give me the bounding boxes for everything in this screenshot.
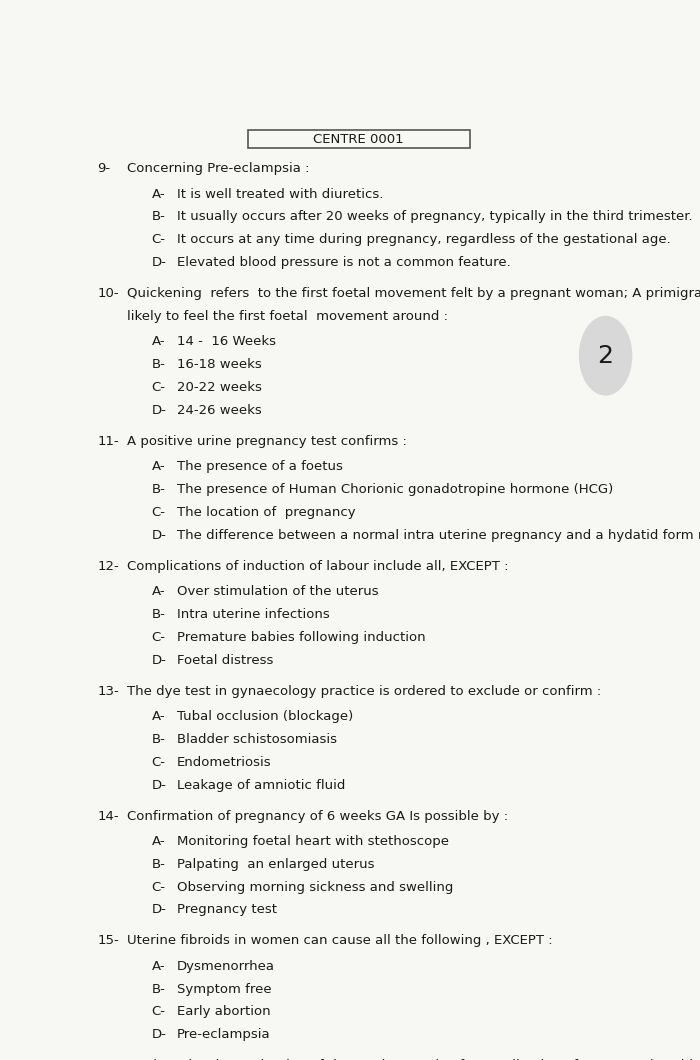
Text: A-: A- <box>151 460 165 473</box>
Text: B-: B- <box>151 732 165 746</box>
Text: A positive urine pregnancy test confirms :: A positive urine pregnancy test confirms… <box>127 435 407 448</box>
Text: D-: D- <box>151 1028 167 1041</box>
Text: 2: 2 <box>598 343 614 368</box>
Text: D-: D- <box>151 404 167 417</box>
Text: B-: B- <box>151 211 165 224</box>
Text: It is well treated with diuretics.: It is well treated with diuretics. <box>177 188 384 200</box>
Text: Endometriosis: Endometriosis <box>177 756 272 768</box>
Text: 10-: 10- <box>97 287 119 300</box>
Text: Symptom free: Symptom free <box>177 983 272 995</box>
Text: 11-: 11- <box>97 435 119 448</box>
Text: C-: C- <box>151 381 165 394</box>
Text: C-: C- <box>151 233 165 246</box>
Text: Elevated blood pressure is not a common feature.: Elevated blood pressure is not a common … <box>177 257 511 269</box>
Text: 15-: 15- <box>97 935 119 948</box>
Text: Pre-eclampsia: Pre-eclampsia <box>177 1028 271 1041</box>
Text: Confirmation of pregnancy of 6 weeks GA Is possible by :: Confirmation of pregnancy of 6 weeks GA … <box>127 810 508 823</box>
Text: 9-: 9- <box>97 162 111 175</box>
Text: C-: C- <box>151 506 165 519</box>
Text: A-: A- <box>151 835 165 848</box>
Text: D-: D- <box>151 903 167 917</box>
Text: Leakage of amniotic fluid: Leakage of amniotic fluid <box>177 778 345 792</box>
Text: 14-: 14- <box>97 810 119 823</box>
Text: Quickening  refers  to the first foetal movement felt by a pregnant woman; A pri: Quickening refers to the first foetal mo… <box>127 287 700 300</box>
Text: C-: C- <box>151 631 165 643</box>
Text: Dysmenorrhea: Dysmenorrhea <box>177 959 275 973</box>
Text: B-: B- <box>151 983 165 995</box>
Text: Complications of induction of labour include all, EXCEPT :: Complications of induction of labour inc… <box>127 560 508 572</box>
Text: The presence of a foetus: The presence of a foetus <box>177 460 343 473</box>
Text: D-: D- <box>151 529 167 542</box>
Text: Intra uterine infections: Intra uterine infections <box>177 608 330 621</box>
Text: A-: A- <box>151 959 165 973</box>
Text: C-: C- <box>151 881 165 894</box>
Text: C-: C- <box>151 1006 165 1019</box>
Text: The presence of Human Chorionic gonadotropine hormone (HCG): The presence of Human Chorionic gonadotr… <box>177 483 613 496</box>
Text: likely to feel the first foetal  movement around :: likely to feel the first foetal movement… <box>127 310 447 323</box>
Text: Observing morning sickness and swelling: Observing morning sickness and swelling <box>177 881 454 894</box>
Text: 12-: 12- <box>97 560 119 572</box>
Text: B-: B- <box>151 858 165 870</box>
Text: Early abortion: Early abortion <box>177 1006 271 1019</box>
Text: 14 -  16 Weeks: 14 - 16 Weeks <box>177 335 276 349</box>
Text: CENTRE 0001: CENTRE 0001 <box>314 132 404 146</box>
Text: B-: B- <box>151 358 165 371</box>
Text: Palpating  an enlarged uterus: Palpating an enlarged uterus <box>177 858 374 870</box>
Text: Premature babies following induction: Premature babies following induction <box>177 631 426 643</box>
Text: The difference between a normal intra uterine pregnancy and a hydatid form mole.: The difference between a normal intra ut… <box>177 529 700 542</box>
Text: D-: D- <box>151 778 167 792</box>
Text: Bladder schistosomiasis: Bladder schistosomiasis <box>177 732 337 746</box>
Text: A-: A- <box>151 585 165 598</box>
Text: B-: B- <box>151 483 165 496</box>
Text: A-: A- <box>151 710 165 723</box>
Text: 24-26 weeks: 24-26 weeks <box>177 404 262 417</box>
Text: 16-18 weeks: 16-18 weeks <box>177 358 262 371</box>
Circle shape <box>580 317 631 395</box>
Text: The location of  pregnancy: The location of pregnancy <box>177 506 356 519</box>
Text: B-: B- <box>151 608 165 621</box>
Text: Uterine fibroids in women can cause all the following , EXCEPT :: Uterine fibroids in women can cause all … <box>127 935 552 948</box>
Bar <box>248 130 470 148</box>
Text: The dye test in gynaecology practice is ordered to exclude or confirm :: The dye test in gynaecology practice is … <box>127 685 601 697</box>
Text: It usually occurs after 20 weeks of pregnancy, typically in the third trimester.: It usually occurs after 20 weeks of preg… <box>177 211 692 224</box>
Text: Foetal distress: Foetal distress <box>177 654 274 667</box>
Text: Pregnancy test: Pregnancy test <box>177 903 277 917</box>
Text: D-: D- <box>151 257 167 269</box>
Text: 13-: 13- <box>97 685 119 697</box>
Text: 20-22 weeks: 20-22 weeks <box>177 381 262 394</box>
Text: D-: D- <box>151 654 167 667</box>
Text: It occurs at any time during pregnancy, regardless of the gestational age.: It occurs at any time during pregnancy, … <box>177 233 671 246</box>
Text: Monitoring foetal heart with stethoscope: Monitoring foetal heart with stethoscope <box>177 835 449 848</box>
Text: Over stimulation of the uterus: Over stimulation of the uterus <box>177 585 379 598</box>
Text: Tubal occlusion (blockage): Tubal occlusion (blockage) <box>177 710 354 723</box>
Text: A-: A- <box>151 188 165 200</box>
Text: A-: A- <box>151 335 165 349</box>
Text: Concerning Pre-eclampsia :: Concerning Pre-eclampsia : <box>127 162 309 175</box>
Text: C-: C- <box>151 756 165 768</box>
